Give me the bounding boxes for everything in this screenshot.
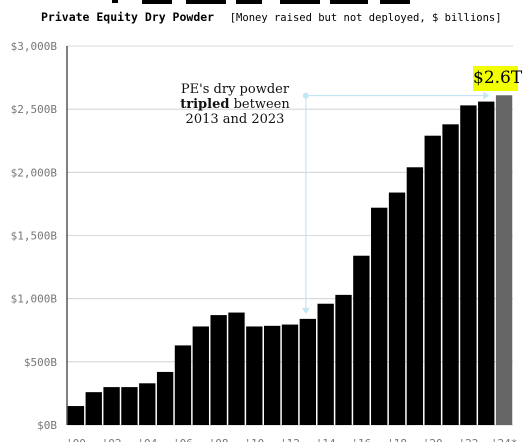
annotation-text-before: PE's dry powder <box>180 82 290 97</box>
tripled-annotation: PE's dry powder tripled between 2013 and… <box>168 82 302 127</box>
annotation-text-after: between <box>233 97 290 112</box>
bar <box>228 312 245 425</box>
bar <box>121 387 138 425</box>
bar <box>67 406 85 425</box>
bar <box>210 315 227 425</box>
x-tick-label: '20 <box>423 437 443 442</box>
bar <box>156 371 174 425</box>
x-tick-label: '00 <box>66 437 86 442</box>
y-tick-label: $1,000B <box>11 293 58 306</box>
bar <box>478 101 495 425</box>
annotation-arrow-down <box>301 307 310 314</box>
bar <box>174 345 192 425</box>
x-tick-label: '02 <box>102 437 122 442</box>
bar <box>317 303 334 425</box>
y-tick-label: $500B <box>24 356 57 369</box>
bar <box>299 318 317 425</box>
y-tick-label: $0B <box>37 419 57 432</box>
bar <box>495 95 513 426</box>
y-tick-label: $2,500B <box>11 103 58 116</box>
bar <box>353 255 370 425</box>
annotation-arrow-right <box>483 91 490 100</box>
annotation-dot <box>302 92 309 99</box>
x-tick-label: '14 <box>316 437 336 442</box>
chart-subtitle: Private Equity Dry Powder [Money raised … <box>41 6 502 25</box>
annotation-text-bold: tripled <box>180 97 230 112</box>
bar <box>335 294 352 425</box>
y-tick-label: $2,000B <box>11 166 58 179</box>
x-tick-label: '10 <box>244 437 264 442</box>
annotation-text-years: 2013 and 2023 <box>185 112 285 127</box>
chart-units-note: [Money raised but not deployed, $ billio… <box>229 12 502 24</box>
x-tick-label: '16 <box>351 437 371 442</box>
bar <box>442 124 459 426</box>
bar <box>263 325 281 425</box>
bar <box>103 387 120 425</box>
x-tick-label: '22 <box>458 437 478 442</box>
y-tick-label: $1,500B <box>11 230 58 243</box>
x-tick-label: '12 <box>280 437 300 442</box>
x-tick-label: '08 <box>209 437 229 442</box>
latest-value-callout: $2.6T <box>473 66 522 91</box>
bar <box>85 392 102 425</box>
bar <box>406 167 424 425</box>
x-tick-label: '04 <box>137 437 157 442</box>
bar <box>139 383 156 425</box>
chart-title: Private Equity Dry Powder <box>41 10 215 24</box>
x-tick-label: '18 <box>387 437 407 442</box>
bar <box>281 324 299 425</box>
x-tick-label: '06 <box>173 437 193 442</box>
bar <box>246 326 263 425</box>
bar <box>424 135 441 426</box>
x-tick-label: '24* <box>491 437 518 442</box>
y-tick-label: $3,000B <box>11 40 58 53</box>
headline-cropped <box>112 0 410 4</box>
bar <box>460 105 477 426</box>
bar <box>192 326 209 425</box>
bar <box>371 207 388 425</box>
bar <box>388 192 406 425</box>
